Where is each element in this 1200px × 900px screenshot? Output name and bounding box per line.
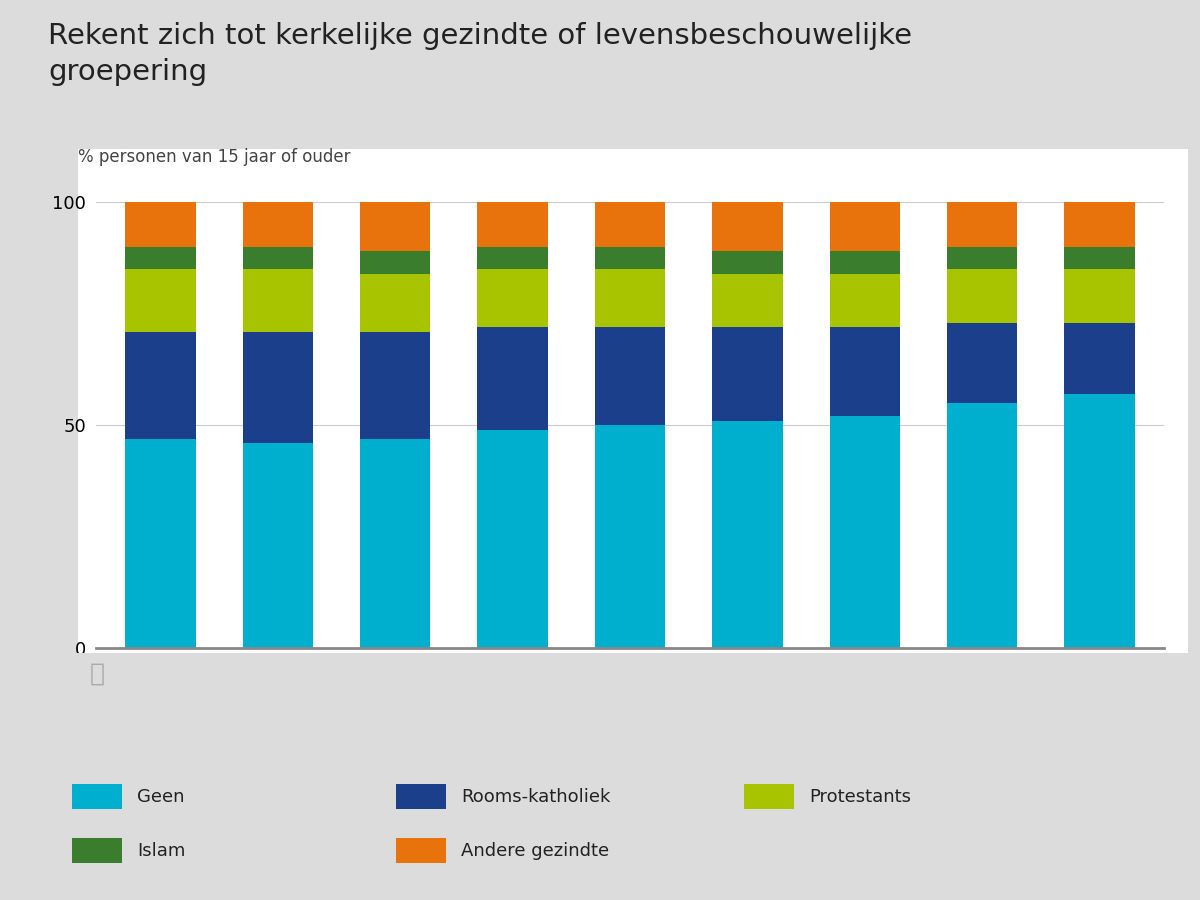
Bar [947,247,1018,269]
Bar [360,202,431,251]
Bar [829,251,900,274]
Bar [1064,394,1135,648]
Bar [242,443,313,648]
Bar [829,202,900,251]
Bar [947,403,1018,648]
Bar [478,247,548,269]
Bar [1064,202,1135,247]
Bar [1064,269,1135,322]
Bar [595,327,665,425]
Bar [242,247,313,269]
Bar [595,425,665,648]
Bar [712,202,782,251]
Bar [829,327,900,416]
Bar [595,247,665,269]
Bar [478,269,548,327]
Bar [1064,322,1135,394]
Text: Geen: Geen [137,788,185,806]
Bar [712,251,782,274]
Bar [125,331,196,438]
Bar [478,429,548,648]
Text: Rekent zich tot kerkelijke gezindte of levensbeschouwelijke: Rekent zich tot kerkelijke gezindte of l… [48,22,912,50]
Bar [125,269,196,331]
Bar [125,202,196,247]
Bar [712,274,782,327]
Bar [947,322,1018,403]
Bar [712,420,782,648]
Bar [829,274,900,327]
Text: Andere gezindte: Andere gezindte [461,842,608,859]
Bar [1064,247,1135,269]
Bar [360,331,431,438]
Text: 貳: 貳 [90,662,106,686]
Bar [242,269,313,331]
Bar [242,202,313,247]
Text: Rooms-katholiek: Rooms-katholiek [461,788,610,806]
Bar [125,438,196,648]
Bar [478,327,548,429]
Text: Islam: Islam [137,842,185,859]
Bar [947,202,1018,247]
Text: % personen van 15 jaar of ouder: % personen van 15 jaar of ouder [78,148,350,166]
Bar [947,269,1018,322]
Bar [242,331,313,443]
Bar [595,269,665,327]
Bar [125,247,196,269]
Bar [360,438,431,648]
Bar [595,202,665,247]
Bar [478,202,548,247]
Bar [829,416,900,648]
Bar [712,327,782,420]
Text: groepering: groepering [48,58,208,86]
Bar [360,274,431,331]
Bar [360,251,431,274]
Text: Protestants: Protestants [809,788,911,806]
